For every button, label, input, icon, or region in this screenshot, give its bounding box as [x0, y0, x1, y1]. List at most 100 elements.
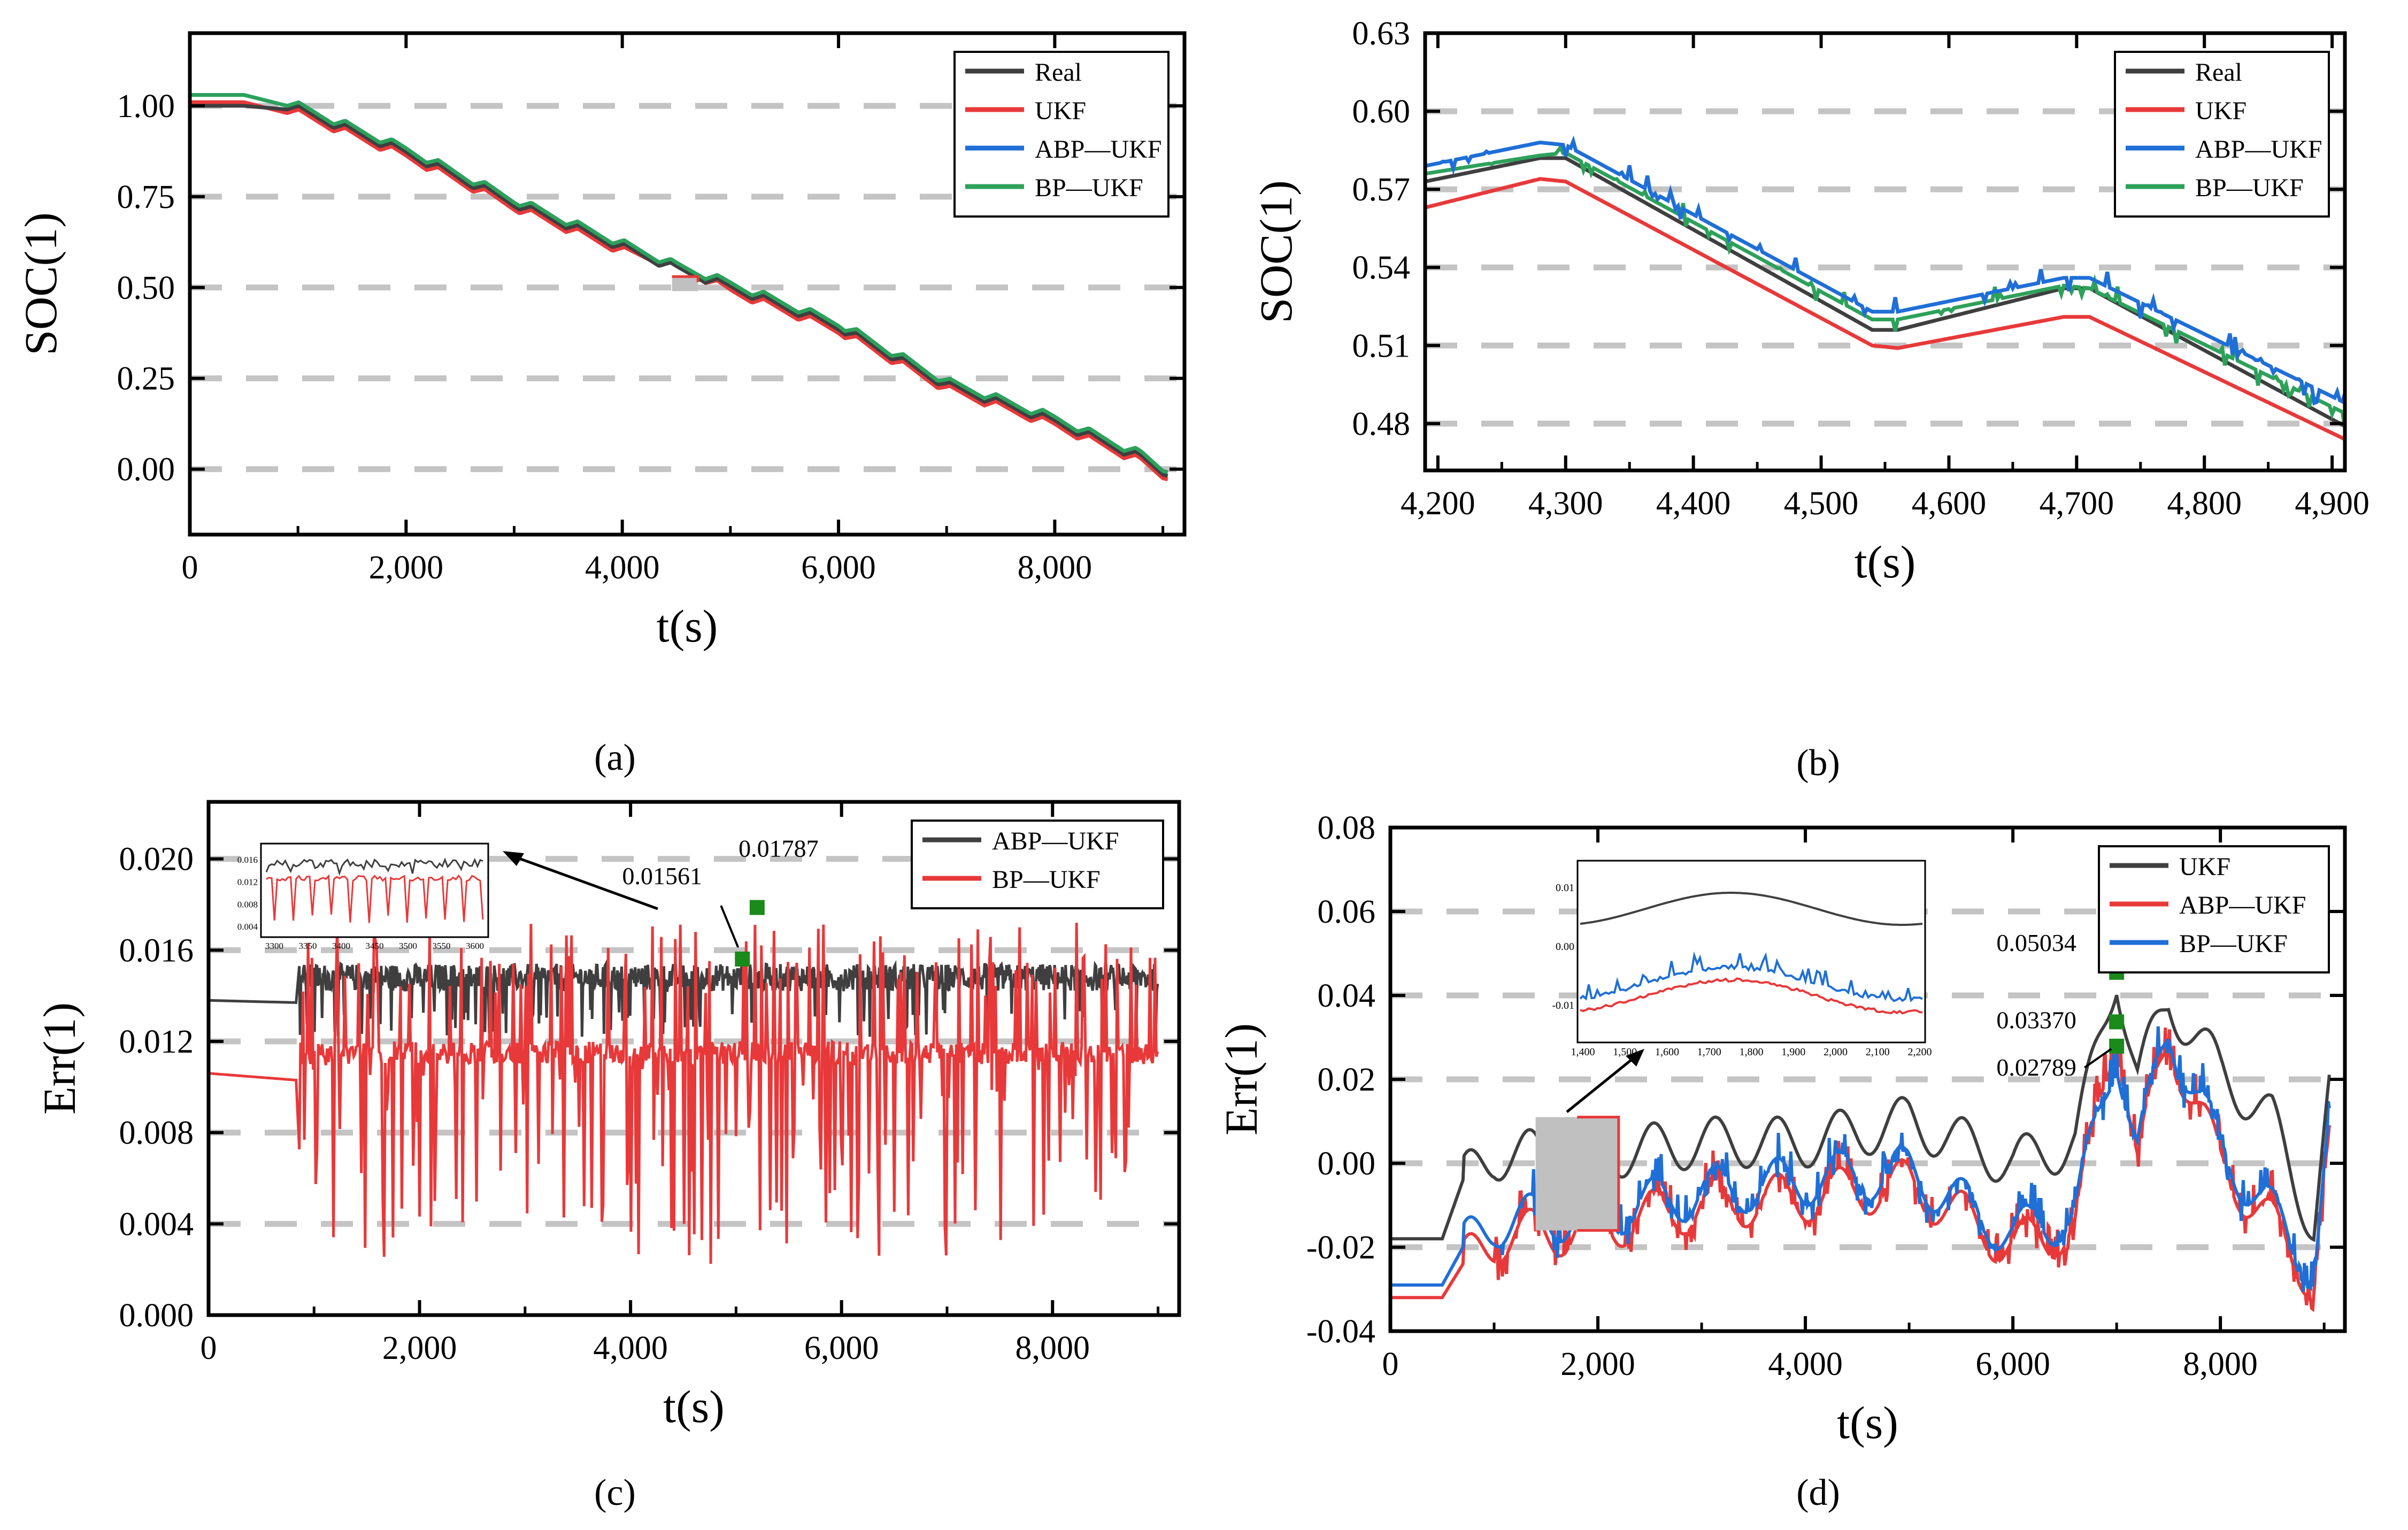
- x-tick-label: 4,300: [1528, 485, 1603, 522]
- y-tick-label: 0.008: [119, 1115, 194, 1152]
- inset-x-tick-label: 3400: [332, 941, 350, 951]
- x-tick-label: 8,000: [1018, 550, 1093, 586]
- inset-pointer-arrow: [1566, 1055, 1637, 1113]
- inset-y-tick-label: -0.01: [1552, 1000, 1574, 1011]
- inset-x-tick-label: 1,800: [1740, 1046, 1764, 1058]
- x-axis-label: t(s): [1837, 1397, 1898, 1448]
- y-tick-label: 0.08: [1318, 810, 1376, 846]
- y-tick-label: -0.02: [1306, 1230, 1375, 1266]
- series-line-bp-ukf: [1390, 1026, 2331, 1292]
- y-tick-label: 0.75: [117, 179, 175, 215]
- annotation-text: 0.01787: [738, 835, 819, 862]
- y-tick-label: 0.54: [1352, 250, 1411, 286]
- inset-y-tick-label: 0.016: [237, 855, 258, 865]
- legend-label: ABP—UKF: [992, 827, 1119, 855]
- y-tick-label: 0.60: [1352, 94, 1411, 130]
- legend: Real UKF ABP—UKF BP—UKF: [953, 51, 1170, 218]
- panel-caption: (a): [594, 737, 636, 778]
- inset-x-tick-label: 3550: [433, 941, 451, 951]
- x-axis-label: t(s): [657, 600, 718, 652]
- y-axis-label: SOC(1): [15, 212, 66, 356]
- inset-frame: [1576, 860, 1926, 1044]
- annotation-text: 0.03370: [1996, 1006, 2076, 1033]
- y-tick-label: 0.63: [1352, 16, 1411, 52]
- y-tick-label: 0.04: [1318, 978, 1376, 1014]
- plot-frame: [206, 800, 1181, 1317]
- legend-label: ABP—UKF: [2179, 891, 2306, 919]
- series-line-bp-ukf: [208, 923, 1159, 1264]
- y-tick-label: 0.51: [1352, 328, 1411, 364]
- legend-label: Real: [1035, 58, 1082, 87]
- chart-panel-b: 4,200 4,300 4,400 4,500 4,600 4,700 4,800 4,900…: [1250, 16, 2369, 588]
- x-tick-label: 2,000: [1560, 1346, 1635, 1382]
- x-axis-label: t(s): [663, 1381, 725, 1432]
- legend-label: BP—UKF: [1035, 174, 1143, 202]
- x-tick-label: 0: [201, 1330, 217, 1366]
- x-axis-label: t(s): [1855, 536, 1916, 588]
- inset-pointer-head: [1626, 1049, 1644, 1067]
- inset-x-tick-label: 2,100: [1866, 1046, 1890, 1058]
- x-tick-label: 6,000: [801, 550, 876, 586]
- series-line-real: [1425, 156, 2345, 428]
- annotation-marker: [2109, 1014, 2125, 1030]
- legend: UKF ABP—UKF BP—UKF: [2098, 845, 2330, 973]
- x-tick-label: 4,500: [1784, 485, 1859, 522]
- inset-y-tick-label: 0.012: [237, 877, 258, 887]
- plot-frame: [188, 31, 1187, 537]
- annotation-text: 0.02789: [1996, 1054, 2076, 1081]
- x-tick-label: 0: [1382, 1346, 1399, 1382]
- legend-label: UKF: [1035, 97, 1086, 125]
- y-tick-label: 0.57: [1352, 172, 1411, 208]
- series-line-abp-ukf: [1425, 135, 2345, 406]
- inset-x-tick-label: 2,000: [1824, 1046, 1848, 1058]
- annotation-text: 0.05034: [1996, 929, 2076, 956]
- annotation-arrow: [2084, 1048, 2112, 1069]
- zoom-region-edge: [672, 275, 699, 282]
- x-tick-label: 4,600: [1912, 485, 1987, 522]
- legend-label: UKF: [2179, 853, 2230, 881]
- y-tick-label: 1.00: [117, 88, 175, 125]
- y-axis-label: Err(1): [1215, 1023, 1267, 1135]
- inset-x-tick-label: 3500: [399, 941, 417, 951]
- y-tick-label: 0.02: [1318, 1062, 1376, 1098]
- inset-y-tick-label: 0.004: [237, 922, 258, 932]
- y-axis-label: SOC(1): [1250, 180, 1302, 323]
- y-tick-label: 0.48: [1352, 406, 1411, 442]
- zoom-region: [1535, 1117, 1619, 1231]
- x-tick-label: 2,000: [369, 550, 444, 586]
- inset-x-tick-label: 3300: [265, 941, 283, 951]
- inset-x-tick-label: 1,400: [1571, 1046, 1595, 1058]
- inset-y-tick-label: 0.008: [237, 899, 258, 909]
- x-tick-label: 6,000: [1975, 1346, 2050, 1382]
- inset-pointer-arrow: [510, 854, 658, 910]
- series-line-bp-ukf: [1425, 143, 2345, 428]
- series-line-ukf: [1425, 177, 2345, 441]
- inset-chart: 1,400 1,500 1,600 1,700 1,800 1,900 2,000 2,100…: [1552, 860, 1932, 1058]
- panel-caption: (d): [1796, 1472, 1840, 1513]
- y-tick-label: 0.06: [1318, 894, 1376, 930]
- annotation-marker: [2109, 1038, 2125, 1054]
- inset-x-tick-label: 1,900: [1781, 1046, 1805, 1058]
- y-tick-label: 0.50: [117, 270, 175, 306]
- inset-pointer-head: [503, 851, 524, 866]
- x-tick-label: 4,400: [1656, 485, 1731, 522]
- y-tick-label: -0.04: [1306, 1313, 1375, 1350]
- y-tick-label: 0.012: [119, 1024, 194, 1060]
- inset-line-bp-ukf: [1579, 951, 1923, 1003]
- series-line-real: [190, 104, 1168, 478]
- y-tick-label: 0.00: [1318, 1146, 1376, 1182]
- panel-caption: (c): [594, 1472, 636, 1513]
- series-line-abp-ukf: [208, 959, 1159, 1037]
- legend-label: Real: [2195, 58, 2242, 87]
- inset-line-abp-ukf: [265, 857, 483, 876]
- x-tick-label: 8,000: [2183, 1346, 2258, 1382]
- legend: Real UKF ABP—UKF BP—UKF: [2114, 51, 2330, 218]
- inset-x-tick-label: 3600: [466, 941, 484, 951]
- legend-box: [2114, 51, 2330, 218]
- chart-panel-c: 0.01561 0.01787 3300 3350 3400 3450 3500 3550 36…: [34, 800, 1181, 1432]
- inset-x-tick-label: 2,200: [1908, 1046, 1932, 1058]
- annotation-text: 0.01561: [622, 862, 703, 890]
- annotation-arrow: [720, 905, 740, 948]
- legend-label: UKF: [2195, 97, 2247, 125]
